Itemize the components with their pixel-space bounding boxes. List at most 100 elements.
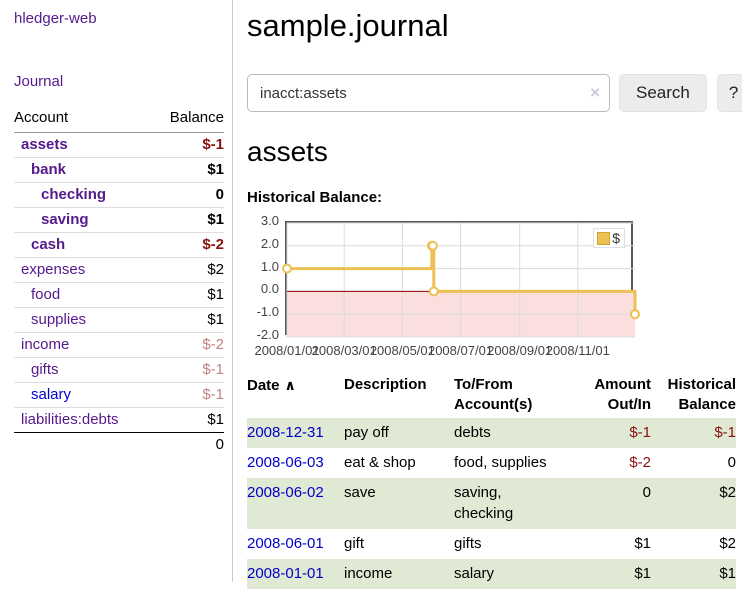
account-row: checking 0 xyxy=(14,182,224,208)
chart-section-label: Historical Balance: xyxy=(247,189,383,206)
account-balance: $-1 xyxy=(152,382,224,408)
data-point-marker[interactable] xyxy=(282,263,292,274)
transaction-amount: $1 xyxy=(634,535,651,552)
register-header-accounts: To/From Account(s) xyxy=(454,376,533,413)
transaction-amount: 0 xyxy=(642,484,651,501)
data-point-marker[interactable] xyxy=(428,286,439,297)
register-row: 2008-01-01 income salary $1 $1 xyxy=(247,559,736,589)
app-title-link[interactable]: hledger-web xyxy=(14,10,97,27)
account-balance: $-2 xyxy=(152,232,224,258)
y-tick-label: 2.0 xyxy=(260,235,279,251)
clear-search-icon[interactable]: × xyxy=(590,83,600,102)
register-row: 2008-06-03 eat & shop food, supplies $-2… xyxy=(247,448,736,478)
transaction-description: pay off xyxy=(344,424,389,441)
account-link[interactable]: checking xyxy=(41,186,107,203)
sort-ascending-icon: ∧ xyxy=(284,377,296,393)
account-balance: $1 xyxy=(152,157,224,183)
accounts-table-header: Account Balance xyxy=(14,106,224,133)
account-row: assets $-1 xyxy=(14,133,224,158)
account-link[interactable]: cash xyxy=(31,236,66,253)
transaction-date-link[interactable]: 2008-06-03 xyxy=(247,454,324,471)
account-row: expenses $2 xyxy=(14,257,224,283)
search-input[interactable] xyxy=(247,74,610,112)
register-row: 2008-06-02 save saving, checking 0 $2 xyxy=(247,478,736,529)
account-balance: $1 xyxy=(152,207,224,233)
transaction-description: save xyxy=(344,484,376,501)
register-header-date[interactable]: Date ∧ xyxy=(247,377,296,394)
y-tick-label: -1.0 xyxy=(256,304,279,320)
chart-canvas xyxy=(282,222,640,338)
transaction-date-link[interactable]: 2008-06-01 xyxy=(247,535,324,552)
transaction-description: gift xyxy=(344,535,365,552)
accounts-total-value: 0 xyxy=(152,432,224,457)
transaction-description: income xyxy=(344,565,393,582)
account-row: saving $1 xyxy=(14,207,224,233)
account-row: gifts $-1 xyxy=(14,357,224,383)
search-form: × Search ? xyxy=(247,74,742,112)
account-balance: $-2 xyxy=(152,332,224,358)
account-balance: $1 xyxy=(152,282,224,308)
account-balance: $1 xyxy=(152,407,224,433)
transaction-amount: $-1 xyxy=(629,424,651,441)
accounts-header-account: Account xyxy=(14,106,153,133)
account-link[interactable]: assets xyxy=(21,136,68,153)
accounts-total-row: 0 xyxy=(14,432,224,457)
legend-series-label: $ xyxy=(612,230,620,246)
accounts-table-body: assets $-1 bank $1 checking 0 saving $1 xyxy=(14,133,224,457)
main-content: sample.journal × Search ? assets Histori… xyxy=(233,0,742,589)
register-header-amount: Amount Out/In xyxy=(594,376,651,413)
transaction-balance: $-1 xyxy=(714,424,736,441)
transaction-date-link[interactable]: 2008-12-31 xyxy=(247,424,324,441)
account-link[interactable]: gifts xyxy=(31,361,59,378)
transaction-accounts: food, supplies xyxy=(454,454,547,471)
register-header-description: Description xyxy=(344,376,427,393)
account-heading: assets xyxy=(247,136,328,167)
account-row: bank $1 xyxy=(14,157,224,183)
register-header-row: Date ∧ Description To/From Account(s) Amo… xyxy=(247,373,736,418)
x-tick-label: 2008/09/01 xyxy=(487,343,553,358)
page-title: sample.journal xyxy=(247,8,449,43)
account-balance: 0 xyxy=(152,182,224,208)
register-table: Date ∧ Description To/From Account(s) Amo… xyxy=(247,373,736,589)
sidebar: hledger-web Journal Account Balance asse… xyxy=(0,0,233,582)
transaction-balance: $1 xyxy=(719,565,736,582)
transaction-accounts: gifts xyxy=(454,535,482,552)
account-link[interactable]: salary xyxy=(31,386,72,403)
account-link[interactable]: saving xyxy=(41,211,89,228)
account-balance: $2 xyxy=(152,257,224,283)
legend-swatch-icon xyxy=(597,231,611,245)
transaction-date-link[interactable]: 2008-01-01 xyxy=(247,565,324,582)
x-tick-label: 2008/07/01 xyxy=(427,343,494,358)
x-tick-label: 2008/11/01 xyxy=(545,343,610,358)
transaction-accounts: salary xyxy=(454,565,495,582)
sidebar-item-journal[interactable]: Journal xyxy=(14,73,64,90)
register-header-balance: Historical Balance xyxy=(667,376,736,413)
y-tick-label: 3.0 xyxy=(260,213,279,228)
account-row: income $-2 xyxy=(14,332,224,358)
accounts-header-balance: Balance xyxy=(152,106,224,133)
data-point-marker[interactable] xyxy=(630,309,640,320)
transaction-amount: $1 xyxy=(634,565,651,582)
account-link[interactable]: food xyxy=(31,286,61,303)
data-point-marker[interactable] xyxy=(427,240,438,251)
account-link[interactable]: income xyxy=(21,336,70,353)
chart-legend: $ xyxy=(593,228,625,248)
account-link[interactable]: expenses xyxy=(21,261,86,278)
transaction-date-link[interactable]: 2008-06-02 xyxy=(247,484,324,501)
account-balance: $1 xyxy=(152,307,224,333)
transaction-accounts: saving, checking xyxy=(454,484,514,522)
account-row: salary $-1 xyxy=(14,382,224,408)
x-tick-label: 2008/05/01 xyxy=(369,343,435,358)
account-link[interactable]: bank xyxy=(31,161,67,178)
transaction-balance: 0 xyxy=(727,454,736,471)
search-button[interactable]: Search xyxy=(619,74,707,112)
account-link[interactable]: supplies xyxy=(31,311,87,328)
help-button[interactable]: ? xyxy=(716,74,742,112)
chart-plot-area: $ xyxy=(282,221,640,338)
register-table-body: 2008-12-31 pay off debts $-1 $-1 2008-06… xyxy=(247,418,736,589)
account-balance: $-1 xyxy=(202,136,224,153)
transaction-balance: $2 xyxy=(719,535,736,552)
account-link[interactable]: liabilities:debts xyxy=(21,411,119,428)
historical-balance-chart: 3.0 2.0 1.0 0.0 -1.0 -2.0 $ 2008/01/01 2008/03… xyxy=(247,213,742,359)
transaction-accounts: debts xyxy=(454,424,491,441)
